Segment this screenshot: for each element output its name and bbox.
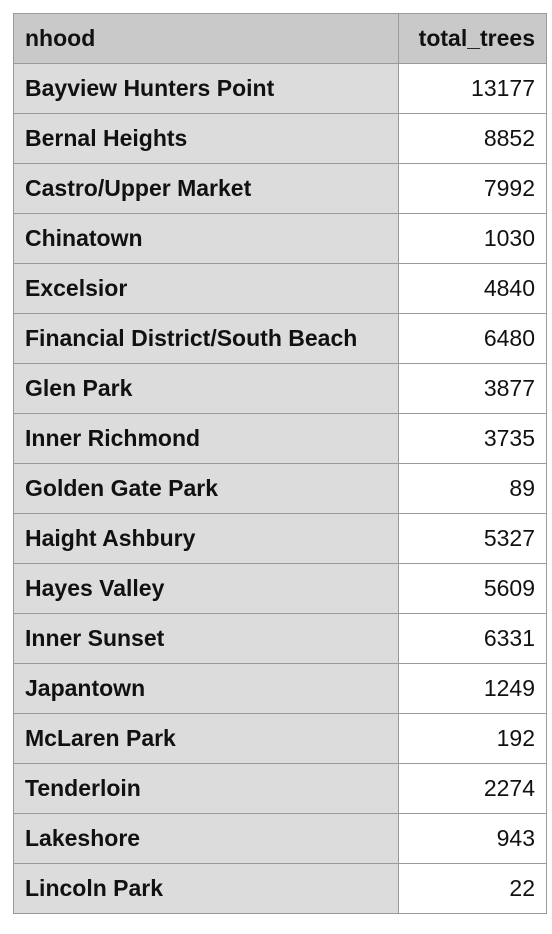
- cell-total-trees[interactable]: 1030: [398, 213, 547, 264]
- cell-nhood[interactable]: Glen Park: [13, 363, 399, 414]
- cell-total-trees[interactable]: 3735: [398, 413, 547, 464]
- cell-nhood[interactable]: Financial District/South Beach: [13, 313, 399, 364]
- cell-total-trees[interactable]: 89: [398, 463, 547, 514]
- cell-nhood[interactable]: Haight Ashbury: [13, 513, 399, 564]
- table-row: Bayview Hunters Point 13177: [13, 63, 547, 114]
- cell-nhood[interactable]: Lakeshore: [13, 813, 399, 864]
- column-header-nhood[interactable]: nhood: [13, 13, 399, 64]
- cell-nhood[interactable]: McLaren Park: [13, 713, 399, 764]
- cell-total-trees[interactable]: 4840: [398, 263, 547, 314]
- column-header-total-trees[interactable]: total_trees: [398, 13, 547, 64]
- cell-total-trees[interactable]: 943: [398, 813, 547, 864]
- table-body: Bayview Hunters Point 13177 Bernal Heights…: [13, 63, 547, 914]
- cell-nhood[interactable]: Castro/Upper Market: [13, 163, 399, 214]
- table-row: Chinatown 1030: [13, 213, 547, 264]
- table-row: Castro/Upper Market 7992: [13, 163, 547, 214]
- cell-total-trees[interactable]: 5609: [398, 563, 547, 614]
- cell-nhood[interactable]: Bernal Heights: [13, 113, 399, 164]
- table-row: Excelsior 4840: [13, 263, 547, 314]
- table-row: McLaren Park 192: [13, 713, 547, 764]
- table-row: Golden Gate Park 89: [13, 463, 547, 514]
- table-row: Haight Ashbury 5327: [13, 513, 547, 564]
- cell-nhood[interactable]: Tenderloin: [13, 763, 399, 814]
- data-table: nhood total_trees Bayview Hunters Point 1…: [13, 13, 547, 914]
- cell-total-trees[interactable]: 22: [398, 863, 547, 914]
- table-header: nhood total_trees: [13, 13, 547, 64]
- cell-nhood[interactable]: Excelsior: [13, 263, 399, 314]
- cell-total-trees[interactable]: 13177: [398, 63, 547, 114]
- cell-total-trees[interactable]: 192: [398, 713, 547, 764]
- cell-total-trees[interactable]: 1249: [398, 663, 547, 714]
- table-row: Inner Sunset 6331: [13, 613, 547, 664]
- table-row: Bernal Heights 8852: [13, 113, 547, 164]
- header-row: nhood total_trees: [13, 13, 547, 64]
- cell-nhood[interactable]: Chinatown: [13, 213, 399, 264]
- cell-nhood[interactable]: Inner Richmond: [13, 413, 399, 464]
- cell-total-trees[interactable]: 6331: [398, 613, 547, 664]
- table-row: Financial District/South Beach 6480: [13, 313, 547, 364]
- table-row: Inner Richmond 3735: [13, 413, 547, 464]
- table-row: Japantown 1249: [13, 663, 547, 714]
- cell-total-trees[interactable]: 6480: [398, 313, 547, 364]
- cell-total-trees[interactable]: 5327: [398, 513, 547, 564]
- cell-total-trees[interactable]: 8852: [398, 113, 547, 164]
- cell-total-trees[interactable]: 7992: [398, 163, 547, 214]
- cell-nhood[interactable]: Lincoln Park: [13, 863, 399, 914]
- cell-nhood[interactable]: Golden Gate Park: [13, 463, 399, 514]
- cell-nhood[interactable]: Inner Sunset: [13, 613, 399, 664]
- table-row: Hayes Valley 5609: [13, 563, 547, 614]
- cell-total-trees[interactable]: 2274: [398, 763, 547, 814]
- table-row: Lincoln Park 22: [13, 863, 547, 914]
- cell-nhood[interactable]: Bayview Hunters Point: [13, 63, 399, 114]
- data-table-container: nhood total_trees Bayview Hunters Point 1…: [13, 13, 547, 914]
- table-row: Tenderloin 2274: [13, 763, 547, 814]
- table-row: Lakeshore 943: [13, 813, 547, 864]
- cell-nhood[interactable]: Japantown: [13, 663, 399, 714]
- cell-nhood[interactable]: Hayes Valley: [13, 563, 399, 614]
- table-row: Glen Park 3877: [13, 363, 547, 414]
- cell-total-trees[interactable]: 3877: [398, 363, 547, 414]
